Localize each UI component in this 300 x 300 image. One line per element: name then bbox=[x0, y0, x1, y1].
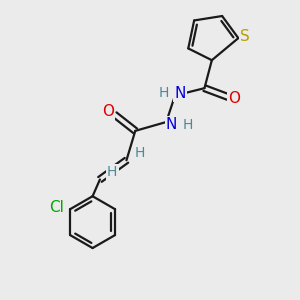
Text: S: S bbox=[240, 29, 250, 44]
Text: H: H bbox=[159, 86, 169, 100]
Text: N: N bbox=[175, 86, 186, 101]
Text: H: H bbox=[134, 146, 145, 160]
Text: O: O bbox=[229, 91, 241, 106]
Text: N: N bbox=[166, 118, 177, 133]
Text: H: H bbox=[107, 165, 118, 179]
Text: H: H bbox=[182, 118, 193, 132]
Text: Cl: Cl bbox=[50, 200, 64, 215]
Text: O: O bbox=[102, 104, 114, 119]
